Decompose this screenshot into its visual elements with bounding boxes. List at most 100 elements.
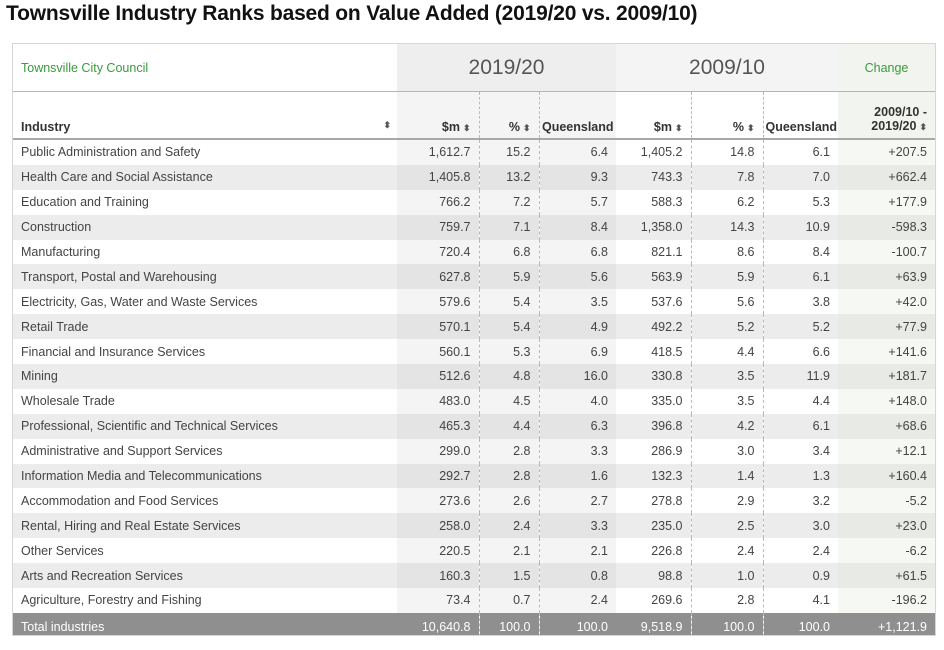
cell-change: +662.4 (838, 164, 935, 190)
cell-qld-2009-10: 0.9 (763, 563, 838, 589)
cell-pct-2009-10: 5.6 (691, 289, 764, 315)
cell-qld-2019-20: 5.6 (539, 264, 616, 290)
cell-m-2019-20: 720.4 (397, 239, 480, 265)
cell-pct-2009-10: 4.2 (691, 413, 764, 439)
column-header-pct-2009-10[interactable]: % ⬍ (691, 91, 764, 140)
table-row: Electricity, Gas, Water and Waste Servic… (13, 289, 935, 315)
column-header-label: % (732, 120, 744, 134)
cell-m-2009-10: 418.5 (616, 339, 692, 365)
cell-qld-2009-10: 11.9 (763, 364, 838, 389)
column-header-qld-2009-10[interactable]: Queensland (763, 91, 838, 140)
cell-m-2009-10: 98.8 (616, 563, 692, 589)
cell-qld-2009-10: 6.1 (763, 264, 838, 290)
column-header-label: 2019/20 (871, 119, 917, 133)
cell-industry: Agriculture, Forestry and Fishing (13, 588, 397, 613)
cell-m-2009-10: 132.3 (616, 463, 692, 489)
total-qld-2019-20: 100.0 (539, 612, 616, 635)
column-header-m-2009-10[interactable]: $m ⬍ (616, 91, 692, 140)
sort-icon[interactable]: ⬍ (522, 123, 531, 133)
cell-m-2019-20: 512.6 (397, 364, 480, 389)
organisation-name: Townsville City Council (21, 60, 149, 75)
cell-qld-2019-20: 6.4 (539, 139, 616, 165)
cell-pct-2009-10: 3.5 (691, 388, 764, 414)
table-row: Information Media and Telecommunications… (13, 463, 935, 489)
sort-icon[interactable]: ⬍ (746, 123, 755, 133)
sort-icon[interactable]: ⬍ (462, 123, 471, 133)
column-header-change[interactable]: 2009/10 -2019/20 ⬍ (838, 91, 935, 140)
cell-pct-2009-10: 8.6 (691, 239, 764, 265)
cell-m-2009-10: 269.6 (616, 588, 692, 613)
cell-change: -5.2 (838, 488, 935, 514)
cell-m-2009-10: 821.1 (616, 239, 692, 265)
cell-qld-2009-10: 3.4 (763, 438, 838, 464)
column-header-industry[interactable]: Industry ⬍ (13, 91, 397, 140)
cell-qld-2009-10: 3.2 (763, 488, 838, 514)
cell-change: -100.7 (838, 239, 935, 265)
cell-m-2019-20: 292.7 (397, 463, 480, 489)
sort-icon[interactable]: ⬍ (383, 120, 391, 130)
cell-pct-2019-20: 5.9 (479, 264, 540, 290)
column-header-qld-2019-20[interactable]: Queensland (539, 91, 616, 140)
cell-qld-2019-20: 2.7 (539, 488, 616, 514)
cell-m-2019-20: 73.4 (397, 588, 480, 613)
period-header-2019-20: 2019/20 (397, 44, 616, 92)
cell-pct-2019-20: 2.4 (479, 513, 540, 539)
column-header-row: Industry ⬍ $m ⬍ % ⬍ Queensland $m ⬍ % ⬍ Queen… (13, 91, 935, 140)
column-header-m-2019-20[interactable]: $m ⬍ (397, 91, 480, 140)
cell-m-2009-10: 396.8 (616, 413, 692, 439)
cell-pct-2019-20: 2.8 (479, 438, 540, 464)
cell-qld-2009-10: 8.4 (763, 239, 838, 265)
cell-pct-2009-10: 14.8 (691, 139, 764, 165)
cell-change: +181.7 (838, 364, 935, 389)
cell-pct-2019-20: 2.6 (479, 488, 540, 514)
cell-industry: Rental, Hiring and Real Estate Services (13, 513, 397, 539)
cell-qld-2019-20: 3.5 (539, 289, 616, 315)
cell-qld-2009-10: 6.1 (763, 139, 838, 165)
cell-qld-2019-20: 3.3 (539, 513, 616, 539)
table-row: Wholesale Trade 483.0 4.5 4.0 335.0 3.5 4.4 +14… (13, 388, 935, 414)
table-row: Construction 759.7 7.1 8.4 1,358.0 14.3 10.9 -5… (13, 214, 935, 240)
cell-m-2019-20: 627.8 (397, 264, 480, 290)
cell-pct-2009-10: 2.4 (691, 538, 764, 564)
table-row: Transport, Postal and Warehousing 627.8 5.… (13, 264, 935, 290)
cell-m-2009-10: 743.3 (616, 164, 692, 190)
cell-qld-2009-10: 1.3 (763, 463, 838, 489)
sort-icon[interactable]: ⬍ (919, 122, 927, 132)
cell-qld-2009-10: 5.3 (763, 189, 838, 215)
cell-m-2009-10: 235.0 (616, 513, 692, 539)
cell-m-2009-10: 278.8 (616, 488, 692, 514)
table-row: Manufacturing 720.4 6.8 6.8 821.1 8.6 8.4 -100.… (13, 239, 935, 265)
cell-pct-2019-20: 7.1 (479, 214, 540, 240)
cell-pct-2009-10: 1.4 (691, 463, 764, 489)
cell-change: +141.6 (838, 339, 935, 365)
cell-industry: Mining (13, 364, 397, 389)
cell-m-2019-20: 273.6 (397, 488, 480, 514)
cell-qld-2009-10: 6.1 (763, 413, 838, 439)
cell-industry: Professional, Scientific and Technical S… (13, 413, 397, 439)
cell-industry: Construction (13, 214, 397, 240)
cell-industry: Education and Training (13, 189, 397, 215)
cell-m-2019-20: 160.3 (397, 563, 480, 589)
cell-pct-2019-20: 1.5 (479, 563, 540, 589)
column-header-pct-2019-20[interactable]: % ⬍ (479, 91, 540, 140)
cell-pct-2019-20: 4.5 (479, 388, 540, 414)
cell-pct-2019-20: 2.1 (479, 538, 540, 564)
cell-qld-2019-20: 8.4 (539, 214, 616, 240)
cell-qld-2009-10: 5.2 (763, 314, 838, 340)
table-row: Mining 512.6 4.8 16.0 330.8 3.5 11.9 +181.7 (13, 364, 935, 389)
cell-industry: Electricity, Gas, Water and Waste Servic… (13, 289, 397, 315)
cell-industry: Financial and Insurance Services (13, 339, 397, 365)
cell-qld-2009-10: 10.9 (763, 214, 838, 240)
cell-industry: Public Administration and Safety (13, 139, 397, 165)
sort-icon[interactable]: ⬍ (674, 123, 683, 133)
cell-pct-2009-10: 6.2 (691, 189, 764, 215)
cell-industry: Information Media and Telecommunications (13, 463, 397, 489)
cell-pct-2009-10: 7.8 (691, 164, 764, 190)
cell-qld-2009-10: 7.0 (763, 164, 838, 190)
table-row: Agriculture, Forestry and Fishing 73.4 0.7… (13, 588, 935, 613)
cell-pct-2019-20: 0.7 (479, 588, 540, 613)
cell-pct-2009-10: 2.9 (691, 488, 764, 514)
cell-change: +177.9 (838, 189, 935, 215)
cell-m-2019-20: 258.0 (397, 513, 480, 539)
cell-industry: Retail Trade (13, 314, 397, 340)
